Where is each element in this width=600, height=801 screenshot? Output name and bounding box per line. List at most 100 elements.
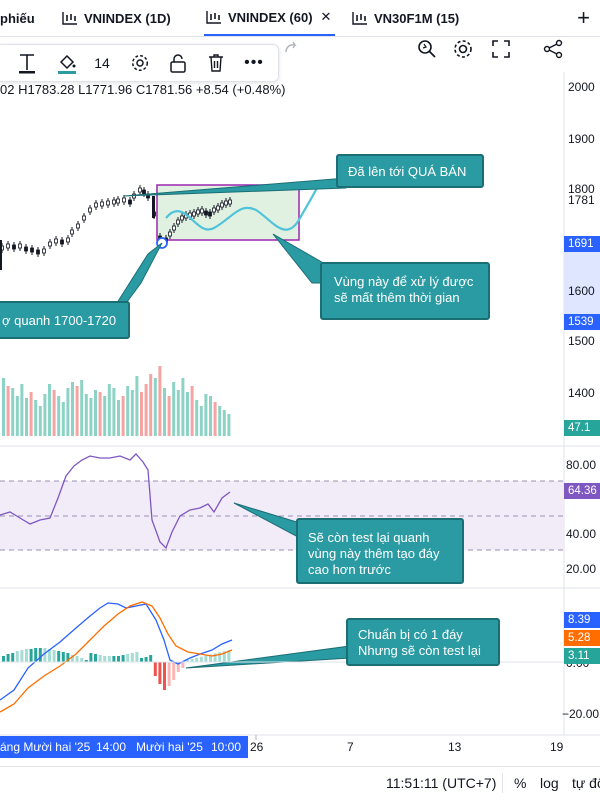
fill-color-icon[interactable] bbox=[54, 51, 80, 75]
candle-body bbox=[6, 243, 10, 249]
volume-bar bbox=[204, 394, 208, 436]
candle-body bbox=[228, 199, 232, 205]
signal-value-tag: 5.28 bbox=[564, 630, 600, 646]
volume-bar bbox=[57, 396, 61, 436]
macd-hist-bar bbox=[103, 656, 107, 662]
price-chart[interactable] bbox=[0, 72, 600, 766]
share-icon[interactable] bbox=[542, 38, 564, 60]
candle-body bbox=[70, 229, 74, 235]
macd-hist-bar bbox=[11, 653, 15, 662]
text-tool-icon[interactable] bbox=[16, 51, 38, 75]
redo-icon[interactable] bbox=[282, 38, 302, 58]
font-size-value[interactable]: 14 bbox=[94, 55, 110, 71]
candle-body bbox=[172, 225, 176, 231]
macd-hist-bar bbox=[144, 657, 148, 662]
fullscreen-icon[interactable] bbox=[490, 38, 512, 60]
macd-hist-bar bbox=[52, 650, 56, 662]
volume-bar bbox=[144, 384, 148, 436]
volume-bar bbox=[80, 380, 84, 436]
close-tab-icon[interactable]: ✕ bbox=[320, 9, 332, 24]
candle-body bbox=[212, 207, 216, 213]
zone-text-2: sẽ mất thêm thời gian bbox=[334, 290, 460, 305]
volume-bar bbox=[98, 392, 102, 436]
volume-bar bbox=[29, 392, 33, 436]
volume-bar bbox=[167, 396, 171, 436]
volume-bar bbox=[199, 406, 203, 436]
macd-hist-bar bbox=[29, 649, 33, 662]
macd-hist-bar bbox=[135, 652, 139, 662]
volume-bar bbox=[103, 396, 107, 436]
tab-vnindex-1d[interactable]: VNINDEX (1D) bbox=[62, 0, 171, 36]
oversold-callout[interactable]: Đã lên tới QUÁ BÁN bbox=[336, 154, 484, 188]
macd-hist-bar bbox=[20, 650, 24, 662]
candle-body bbox=[168, 231, 172, 237]
macd-hist-bar bbox=[107, 656, 111, 662]
volume-bar bbox=[61, 402, 65, 436]
lock-icon[interactable] bbox=[166, 51, 190, 75]
volume-bar bbox=[130, 390, 134, 436]
macd-hist-bar bbox=[190, 658, 194, 662]
tab-vnindex-60[interactable]: VNINDEX (60) ✕ bbox=[204, 0, 336, 36]
macd-hist-bar bbox=[213, 653, 217, 662]
volume-bar bbox=[107, 384, 111, 436]
log-toggle[interactable]: log bbox=[540, 775, 559, 791]
zoom-icon[interactable] bbox=[416, 38, 438, 60]
macd-hist-bar bbox=[199, 656, 203, 662]
auto-toggle[interactable]: tự độ bbox=[572, 775, 600, 791]
oversold-text: Đã lên tới QUÁ BÁN bbox=[348, 164, 467, 179]
macd-callout[interactable]: Chuẩn bị có 1 đáy Nhưng sẽ còn test lại bbox=[346, 618, 500, 666]
time-label: áng Mười hai '25 bbox=[0, 740, 91, 754]
time-label: 14:00 bbox=[96, 740, 127, 754]
tab-stock[interactable]: phiếu bbox=[0, 0, 35, 36]
candle-body bbox=[54, 238, 58, 244]
candle-body bbox=[88, 207, 92, 213]
trash-icon[interactable] bbox=[204, 51, 228, 75]
macd-hist-bar bbox=[218, 652, 222, 662]
macd-hist-bar bbox=[75, 656, 79, 662]
time-label: Mười hai '25 bbox=[136, 740, 203, 754]
macd-hist-bar bbox=[204, 655, 208, 662]
time-tick-label: 7 bbox=[347, 740, 354, 754]
support-callout[interactable]: ợ quanh 1700-1720 bbox=[0, 301, 130, 339]
gear-icon[interactable] bbox=[452, 38, 474, 60]
support-callout-pointer bbox=[114, 242, 163, 307]
projection-wave bbox=[165, 185, 319, 231]
candle-body bbox=[204, 210, 208, 216]
macd-hist-bar bbox=[195, 657, 199, 662]
tab-vn30f1m[interactable]: VN30F1M (15) bbox=[352, 0, 459, 36]
signal-line bbox=[0, 601, 233, 713]
candle-body bbox=[24, 246, 28, 252]
add-tab-icon[interactable]: + bbox=[577, 5, 590, 30]
percent-toggle[interactable]: % bbox=[514, 775, 527, 791]
chart-tab-icon bbox=[62, 12, 77, 25]
rsi-tick: 20.00 bbox=[566, 562, 597, 576]
rsi-tick: 40.00 bbox=[566, 527, 597, 541]
volume-bar bbox=[172, 382, 176, 436]
price-tick: 1781 bbox=[568, 193, 595, 207]
volume-bar bbox=[66, 388, 70, 436]
candle-body bbox=[18, 243, 22, 249]
candle-body bbox=[82, 215, 86, 221]
price-tick: 1800 bbox=[568, 182, 595, 196]
volume-bar bbox=[222, 410, 226, 436]
ohlc-readout: 02 H1783.28 L1771.96 C1781.56 +8.54 (+0.… bbox=[0, 82, 286, 97]
rsi-callout[interactable]: Sẽ còn test lại quanh vùng này thêm tạo … bbox=[296, 518, 464, 584]
zone-callout[interactable]: Vùng này để xử lý được sẽ mất thêm thời … bbox=[320, 262, 490, 320]
candle-body bbox=[94, 202, 98, 208]
macd-hist-bar bbox=[71, 655, 74, 662]
candle-body bbox=[142, 189, 146, 195]
volume-bar bbox=[112, 388, 116, 436]
macd-hist-bar bbox=[6, 654, 10, 662]
macd-hist-bar bbox=[158, 662, 162, 684]
candle-body bbox=[180, 215, 184, 221]
candle-body bbox=[48, 241, 52, 247]
settings-icon[interactable] bbox=[128, 51, 152, 75]
macd-hist-bar bbox=[209, 654, 212, 662]
drawing-toolbar: 14 ••• bbox=[0, 44, 279, 82]
macd-hist-bar bbox=[172, 662, 176, 680]
candle-body bbox=[220, 202, 224, 208]
more-icon[interactable]: ••• bbox=[244, 54, 264, 71]
divider bbox=[502, 773, 503, 793]
macd-hist-bar bbox=[167, 662, 171, 686]
rsi-tick: 80.00 bbox=[566, 458, 597, 472]
